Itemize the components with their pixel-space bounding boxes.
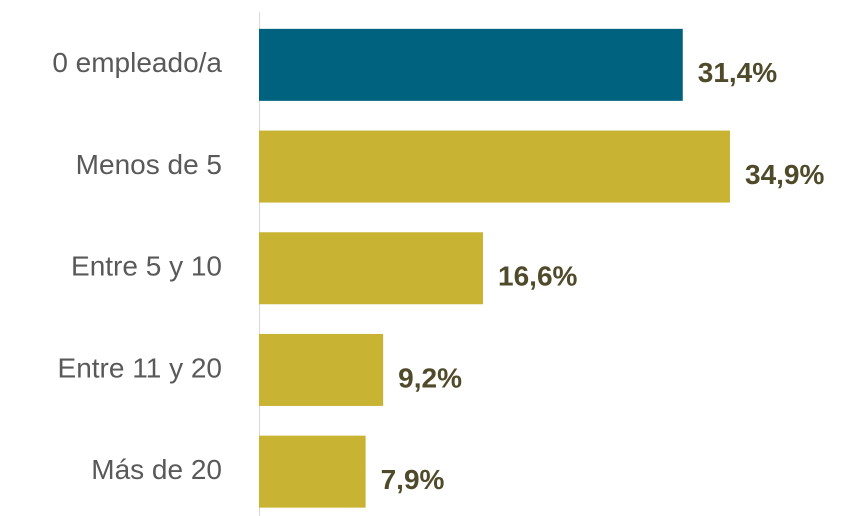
data-label: 31,4% bbox=[698, 57, 777, 88]
data-label: 34,9% bbox=[745, 159, 824, 190]
data-label: 7,9% bbox=[381, 464, 445, 495]
bar bbox=[259, 130, 730, 203]
data-label: 9,2% bbox=[398, 362, 462, 393]
bar bbox=[259, 28, 683, 101]
data-label: 16,6% bbox=[498, 261, 577, 292]
bar bbox=[259, 232, 484, 305]
y-tick-label: Menos de 5 bbox=[76, 149, 222, 180]
y-tick-label: 0 empleado/a bbox=[52, 47, 222, 78]
bar bbox=[259, 435, 366, 508]
y-tick-label: Entre 11 y 20 bbox=[58, 352, 222, 383]
y-tick-label: Más de 20 bbox=[91, 454, 222, 485]
bar bbox=[259, 333, 384, 406]
y-tick-label: Entre 5 y 10 bbox=[71, 251, 222, 282]
